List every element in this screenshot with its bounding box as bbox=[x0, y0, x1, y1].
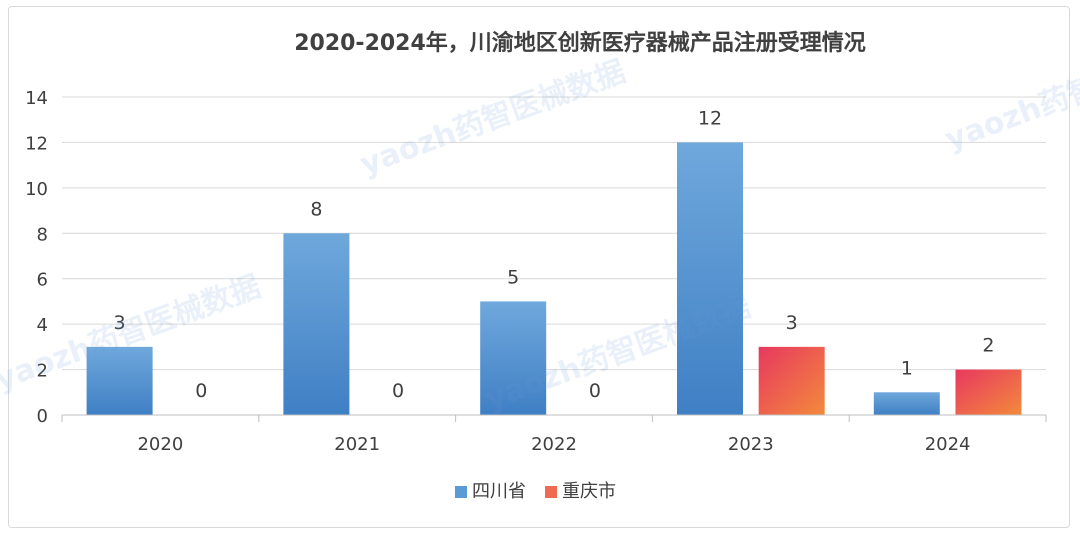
watermark: yaozh药智医械数据 bbox=[356, 54, 630, 182]
y-tick-label: 8 bbox=[37, 224, 48, 245]
bar bbox=[86, 346, 153, 415]
bar bbox=[873, 392, 940, 415]
watermark: yaozh药智医械数据 bbox=[941, 29, 1080, 157]
bar bbox=[955, 369, 1022, 415]
x-tick-label: 2020 bbox=[137, 434, 183, 455]
legend: 四川省 重庆市 bbox=[455, 481, 616, 502]
data-label: 5 bbox=[507, 266, 519, 288]
bar bbox=[677, 142, 743, 415]
y-tick-label: 14 bbox=[25, 88, 48, 109]
y-tick-label: 10 bbox=[25, 179, 48, 200]
bars-group bbox=[86, 142, 1022, 415]
legend-label-chongqing: 重庆市 bbox=[562, 481, 616, 502]
y-axis-ticks: 0 2 4 6 8 10 12 14 bbox=[25, 88, 48, 427]
x-tick-label: 2024 bbox=[925, 434, 971, 455]
bar bbox=[480, 301, 547, 415]
chart-frame bbox=[8, 6, 1070, 528]
y-tick-label: 0 bbox=[37, 406, 48, 427]
y-tick-label: 4 bbox=[37, 315, 48, 336]
y-tick-label: 6 bbox=[37, 270, 48, 291]
x-tick-label: 2022 bbox=[531, 434, 577, 455]
data-label: 8 bbox=[310, 198, 322, 220]
bar bbox=[758, 346, 825, 415]
x-tick-label: 2023 bbox=[728, 434, 774, 455]
x-axis: 2020 2021 2022 2023 2024 bbox=[61, 414, 1047, 455]
data-label: 1 bbox=[901, 357, 913, 379]
data-label: 12 bbox=[698, 107, 722, 129]
legend-swatch-chongqing bbox=[545, 486, 557, 498]
x-tick-label: 2021 bbox=[334, 434, 380, 455]
data-label: 0 bbox=[195, 380, 207, 402]
gridlines bbox=[62, 96, 1046, 371]
data-label: 3 bbox=[114, 312, 126, 334]
data-label: 3 bbox=[786, 312, 798, 334]
bar bbox=[283, 233, 350, 415]
data-label: 0 bbox=[589, 380, 601, 402]
chart-title: 2020-2024年，川渝地区创新医疗器械产品注册受理情况 bbox=[294, 30, 866, 56]
legend-label-sichuan: 四川省 bbox=[472, 481, 526, 502]
data-label: 0 bbox=[392, 380, 404, 402]
y-tick-label: 2 bbox=[37, 361, 48, 382]
data-label: 2 bbox=[982, 335, 994, 357]
y-tick-label: 12 bbox=[25, 133, 48, 154]
legend-swatch-sichuan bbox=[455, 486, 467, 498]
